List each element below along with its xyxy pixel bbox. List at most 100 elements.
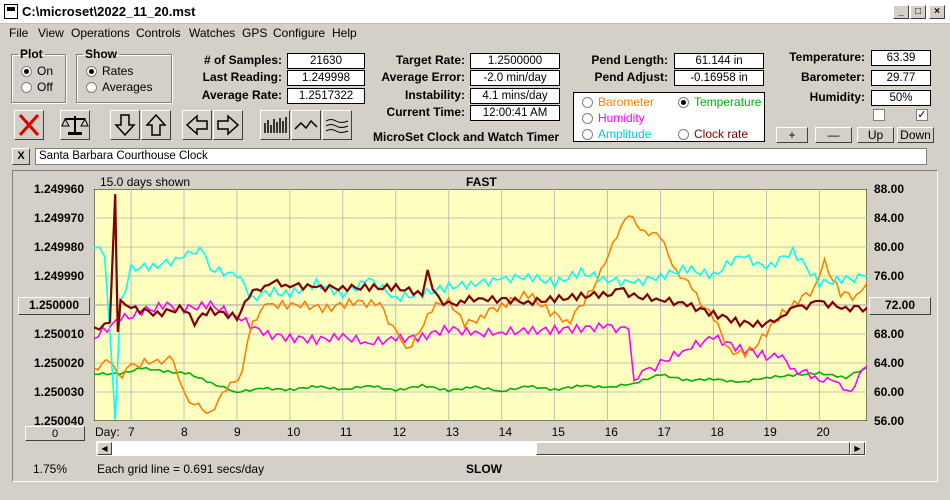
radio-empty-icon: [21, 82, 32, 93]
clock-name-field[interactable]: Santa Barbara Courthouse Clock: [35, 148, 927, 165]
red-x-icon: [15, 111, 43, 139]
center-rate-button[interactable]: 1.250000: [18, 297, 90, 315]
radio-empty-icon: [678, 129, 689, 140]
up-arrow-icon: [142, 111, 170, 139]
left-axis-tick: 1.249960: [14, 182, 84, 196]
scroll-track: [112, 442, 536, 455]
minimize-button[interactable]: _: [893, 5, 909, 19]
title-bar: C:\microset\2022_11_20.mst _ □ ×: [0, 0, 950, 24]
sensor-temperature-radio[interactable]: Temperature: [678, 95, 761, 109]
option-checkbox-1[interactable]: [873, 109, 885, 121]
radio-empty-icon: [582, 129, 593, 140]
plot-on-radio[interactable]: On: [21, 64, 53, 78]
line-plot-button[interactable]: [291, 110, 321, 140]
menu-watches[interactable]: Watches: [189, 26, 235, 40]
scroll-right-arrow[interactable]: ▶: [850, 442, 865, 455]
arrow-down-button[interactable]: [110, 110, 140, 140]
radio-selected-icon: [678, 97, 689, 108]
day-axis-label: Day:: [95, 425, 120, 439]
option-checkbox-2[interactable]: ✓: [916, 109, 928, 121]
pend-length-label: Pend Length:: [575, 53, 668, 67]
radio-selected-icon: [86, 66, 97, 77]
up-button[interactable]: Up: [857, 127, 894, 143]
show-averages-label: Averages: [102, 80, 152, 94]
average-rate-label: Average Rate:: [180, 88, 282, 102]
sensor-amplitude-radio[interactable]: Amplitude: [582, 127, 651, 141]
plus-button[interactable]: +: [776, 127, 808, 143]
menu-configure[interactable]: Configure: [273, 26, 325, 40]
show-averages-radio[interactable]: Averages: [86, 80, 152, 94]
right-arrow-icon: [214, 111, 242, 139]
sensor-clock-rate-radio[interactable]: Clock rate: [678, 127, 748, 141]
menu-view[interactable]: View: [38, 26, 64, 40]
left-zero-button[interactable]: 0: [25, 426, 85, 441]
samples-value: 21630: [287, 53, 365, 69]
day-tick: 19: [763, 425, 776, 439]
right-axis-tick: 76.00: [874, 269, 904, 283]
scroll-thumb[interactable]: [536, 442, 850, 455]
barometer-value: 29.77: [871, 70, 931, 86]
wave-icon: [292, 111, 320, 139]
stop-button[interactable]: [14, 110, 44, 140]
days-shown-label: 15.0 days shown: [100, 175, 190, 189]
average-rate-value: 1.2517322: [287, 88, 365, 104]
menu-operations[interactable]: Operations: [71, 26, 130, 40]
left-axis-tick: 1.249990: [14, 269, 84, 283]
right-axis-tick: 84.00: [874, 211, 904, 225]
sensor-humidity-label: Humidity: [598, 111, 645, 125]
chart-plot: [94, 189, 867, 421]
down-button[interactable]: Down: [897, 127, 934, 143]
left-axis-tick: 1.249980: [14, 240, 84, 254]
sensor-amplitude-label: Amplitude: [598, 127, 651, 141]
menu-gps[interactable]: GPS: [242, 26, 267, 40]
clear-clock-button[interactable]: X: [12, 148, 30, 165]
menu-file[interactable]: File: [9, 26, 28, 40]
left-axis-tick: 1.250020: [14, 356, 84, 370]
sensor-clock-rate-label: Clock rate: [694, 127, 748, 141]
show-rates-radio[interactable]: Rates: [86, 64, 133, 78]
close-window-button[interactable]: ×: [929, 5, 945, 19]
plot-off-radio[interactable]: Off: [21, 80, 53, 94]
minus-button[interactable]: —: [815, 127, 852, 143]
left-axis-tick: 1.249970: [14, 211, 84, 225]
day-tick: 10: [287, 425, 300, 439]
plot-off-label: Off: [37, 80, 53, 94]
sensor-humidity-radio[interactable]: Humidity: [582, 111, 645, 125]
center-temp-button[interactable]: 72.00: [869, 297, 931, 315]
average-error-value: -2.0 min/day: [470, 70, 560, 86]
multi-line-button[interactable]: [322, 110, 352, 140]
right-axis-tick: 80.00: [874, 240, 904, 254]
day-tick: 8: [181, 425, 188, 439]
plot-on-label: On: [37, 64, 53, 78]
left-arrow-icon: [183, 111, 211, 139]
plot-group-title: Plot: [18, 47, 45, 61]
pend-adjust-label: Pend Adjust:: [575, 70, 668, 84]
app-name: MicroSet Clock and Watch Timer: [373, 130, 559, 144]
day-tick: 18: [710, 425, 723, 439]
maximize-button[interactable]: □: [910, 5, 926, 19]
menu-help[interactable]: Help: [332, 26, 357, 40]
show-group-title: Show: [83, 47, 119, 61]
bars-icon: [261, 111, 289, 139]
sensor-barometer-radio[interactable]: Barometer: [582, 95, 654, 109]
show-rates-label: Rates: [102, 64, 133, 78]
bar-plot-button[interactable]: [260, 110, 290, 140]
horizontal-scrollbar[interactable]: ◀ ▶: [96, 441, 866, 456]
left-axis-tick: 1.250010: [14, 327, 84, 341]
sensor-barometer-label: Barometer: [598, 95, 654, 109]
humidity-label: Humidity:: [770, 90, 865, 104]
menu-controls[interactable]: Controls: [136, 26, 181, 40]
temperature-label: Temperature:: [770, 50, 865, 64]
slow-label: SLOW: [466, 462, 502, 476]
arrow-right-button[interactable]: [213, 110, 243, 140]
right-axis-tick: 56.00: [874, 414, 904, 428]
balance-button[interactable]: [60, 110, 90, 140]
scale-icon: [61, 111, 89, 139]
arrow-left-button[interactable]: [182, 110, 212, 140]
current-time-label: Current Time:: [370, 105, 465, 119]
pend-adjust-value: -0.16958 in: [674, 70, 764, 86]
left-axis-tick: 1.250030: [14, 385, 84, 399]
arrow-up-button[interactable]: [141, 110, 171, 140]
scroll-left-arrow[interactable]: ◀: [97, 442, 112, 455]
app-icon: [4, 4, 18, 19]
